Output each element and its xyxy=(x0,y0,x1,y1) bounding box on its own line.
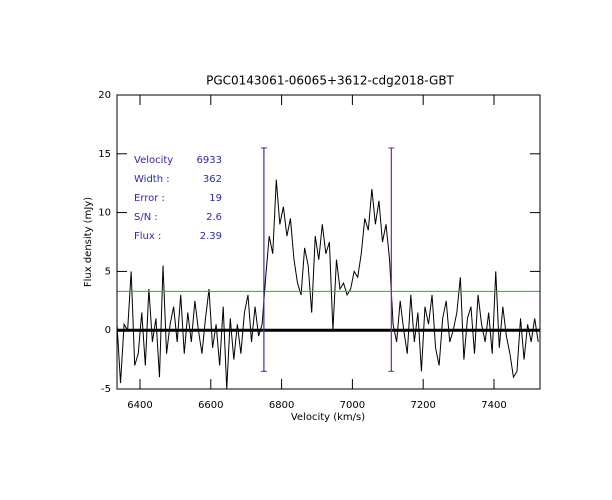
stat-value: 362 xyxy=(203,174,222,185)
stat-label: Width : xyxy=(134,174,170,185)
stat-label: Flux : xyxy=(134,231,161,242)
x-tick-label: 7000 xyxy=(340,400,365,411)
y-tick-label: 20 xyxy=(98,90,111,101)
stat-value: 2.39 xyxy=(200,231,222,242)
x-tick-label: 7400 xyxy=(481,400,506,411)
stat-value: 2.6 xyxy=(206,212,222,223)
x-tick-label: 7200 xyxy=(410,400,435,411)
y-tick-label: 5 xyxy=(105,266,111,277)
stat-value: 19 xyxy=(209,193,222,204)
y-tick-label: 10 xyxy=(98,208,111,219)
stat-label: Error : xyxy=(134,193,165,204)
y-tick-label: 15 xyxy=(98,149,111,160)
stat-label: S/N : xyxy=(134,212,158,223)
y-tick-label: 0 xyxy=(105,325,111,336)
stat-label: Velocity xyxy=(134,155,173,166)
chart-title: PGC0143061-06065+3612-cdg2018-GBT xyxy=(206,74,454,88)
x-tick-label: 6800 xyxy=(269,400,294,411)
y-axis-label: Flux density (mJy) xyxy=(83,197,94,287)
x-axis-label: Velocity (km/s) xyxy=(291,412,365,423)
y-tick-label: -5 xyxy=(101,384,111,395)
x-tick-label: 6400 xyxy=(127,400,152,411)
x-tick-label: 6600 xyxy=(198,400,223,411)
plot-frame xyxy=(116,94,541,390)
spectrum-line xyxy=(117,179,539,389)
stat-value: 6933 xyxy=(197,155,222,166)
